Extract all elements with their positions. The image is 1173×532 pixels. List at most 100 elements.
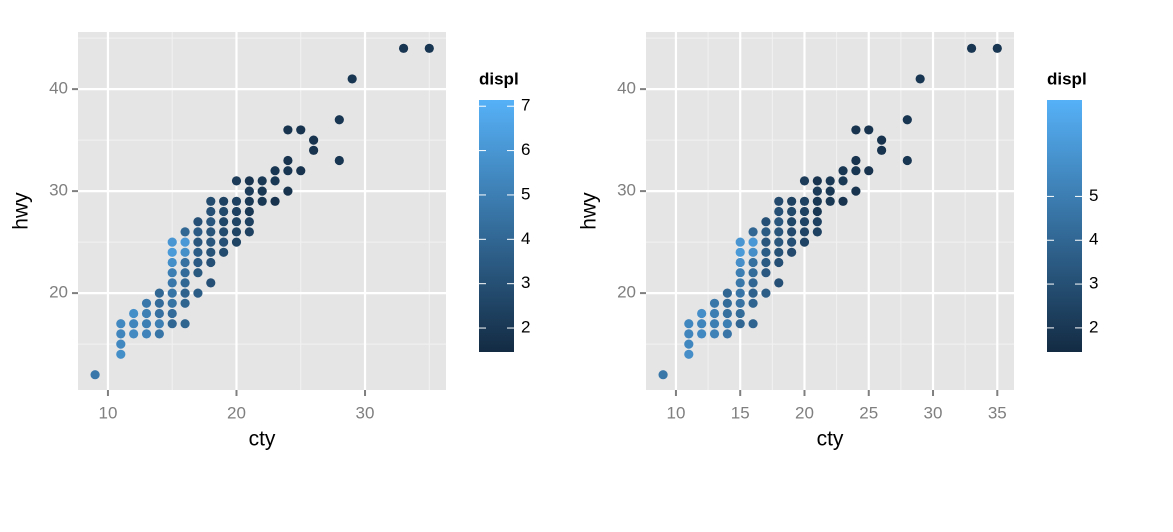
point [812,176,822,186]
point [206,217,216,227]
point [812,217,822,227]
point [180,257,190,268]
point [206,196,216,206]
point [231,237,242,247]
point [244,206,254,217]
point [684,349,694,359]
legend-label: 3 [521,273,530,292]
point [141,308,152,319]
point [838,166,848,176]
point [270,166,280,176]
legend-label: 2 [1089,317,1098,336]
point [334,115,344,125]
panel-background [78,32,446,390]
point [167,308,177,319]
point [347,74,357,84]
point [812,206,822,217]
point [257,186,267,196]
point [697,329,707,339]
point [748,298,758,308]
x-axis-title: cty [249,428,276,451]
point [90,370,100,380]
x-tick-label: 10 [98,403,117,422]
point [799,196,810,206]
point [244,186,254,196]
point [334,155,344,166]
point [296,125,306,135]
point [167,247,177,257]
point [116,339,126,349]
point [761,268,771,278]
x-tick-label: 10 [666,403,685,422]
point [231,176,242,186]
point [244,196,254,206]
point [799,176,810,186]
point [154,319,164,329]
point [722,308,732,319]
point [154,308,164,319]
point [851,166,861,176]
point [309,145,319,155]
point [851,125,861,135]
panel-group: 10 15 20 25 30 35 20 30 40 cty hwy displ 2 3 4 5 [578,32,1098,451]
point [283,125,293,135]
point [799,206,810,217]
point [206,257,216,268]
point [774,257,784,268]
point [735,278,745,288]
point [219,247,229,257]
point [684,329,694,339]
legend-label: 2 [521,318,530,337]
point [748,237,758,247]
colorbar [1047,100,1082,352]
legend-label: 5 [1089,186,1098,205]
point [761,227,771,237]
point [825,196,835,206]
point [902,115,912,125]
point [748,268,758,278]
x-tick-label: 30 [924,403,943,422]
point [748,278,758,288]
point [193,217,203,227]
y-axis-title: hwy [578,192,601,230]
x-tick-label: 20 [795,403,814,422]
point [167,278,177,288]
point [129,319,139,329]
point [154,288,164,298]
point [812,186,822,196]
point [774,278,784,288]
x-axis-title: cty [817,428,844,451]
point [257,176,267,186]
y-tick-label: 30 [49,181,68,200]
point [799,217,810,227]
point [231,206,242,217]
point [154,298,164,308]
y-tick-label: 40 [617,79,636,98]
point [180,247,190,257]
point [116,319,126,329]
point [283,155,293,166]
legend-label: 4 [521,229,530,248]
colorbar [479,100,514,352]
point [761,217,771,227]
point [992,43,1002,53]
point [735,257,745,268]
point [309,135,319,145]
point [748,247,758,257]
point [774,237,784,247]
point [206,278,216,288]
point [116,329,126,339]
point [761,288,771,298]
point [722,298,732,308]
point [180,288,190,298]
point [231,196,242,206]
point [180,268,190,278]
point [658,370,668,380]
point [787,196,797,206]
legend-title: displ [1047,69,1087,88]
point [787,227,797,237]
point [709,319,720,329]
point [167,298,177,308]
y-tick-label: 30 [617,181,636,200]
point [180,319,190,329]
